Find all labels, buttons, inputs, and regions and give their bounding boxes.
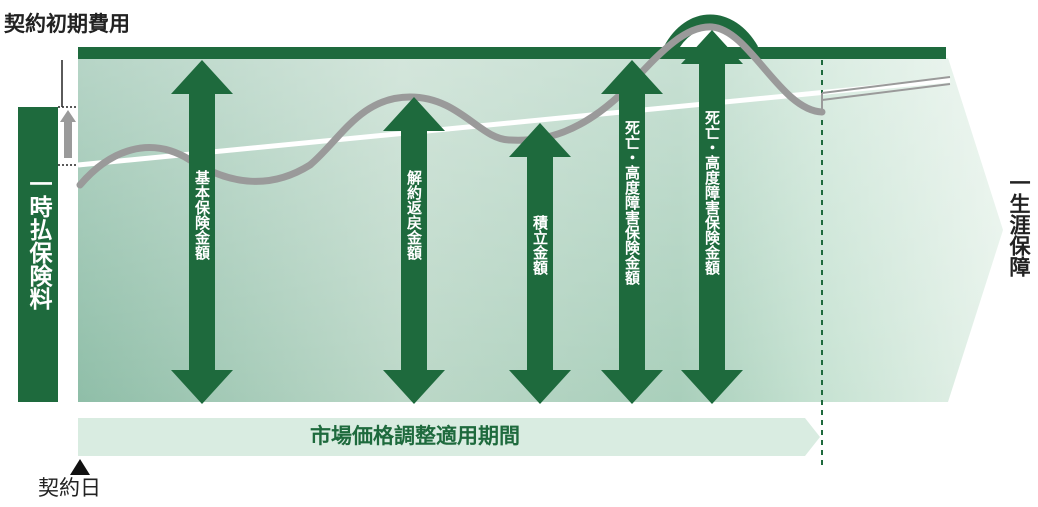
basic-sum-label: 基本保険金額	[193, 170, 211, 260]
arrow-death-benefit-1	[601, 60, 663, 404]
premium-label: 一時払保険料	[25, 172, 51, 310]
premium-bar	[18, 107, 58, 402]
accumulated-label: 積立金額	[531, 215, 549, 275]
initial-cost-arrow	[60, 110, 76, 158]
death-benefit-label-2: 死亡・高度障害保険金額	[703, 110, 721, 275]
arrow-accumulated	[509, 123, 571, 404]
surrender-value-label: 解約返戻金額	[405, 170, 423, 260]
lifetime-coverage-label: 一生涯保障	[1007, 172, 1031, 277]
adjustment-period-band	[78, 418, 820, 456]
arrow-death-benefit-2	[681, 30, 743, 404]
death-benefit-label-1: 死亡・高度障害保険金額	[623, 120, 641, 285]
top-band	[78, 47, 946, 59]
initial-cost-label: 契約初期費用	[4, 12, 130, 36]
contract-date-label: 契約日	[38, 476, 101, 500]
adjustment-period-label: 市場価格調整適用期間	[310, 424, 520, 448]
contract-date-marker	[70, 459, 90, 475]
arrow-surrender-value	[383, 97, 445, 404]
baseline-line	[77, 77, 951, 168]
arrow-basic-sum	[171, 60, 233, 404]
